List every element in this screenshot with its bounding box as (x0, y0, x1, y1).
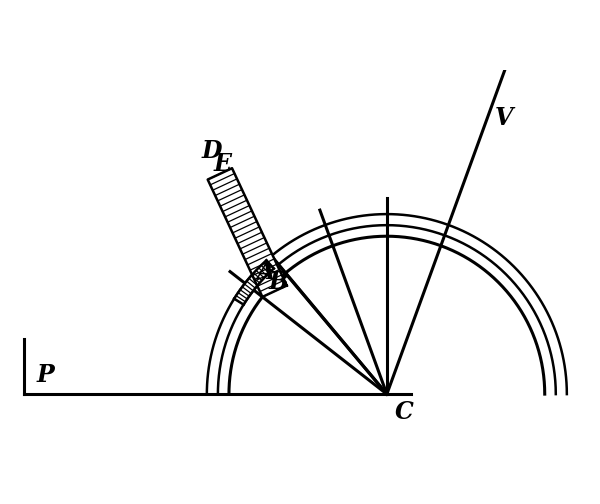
Polygon shape (208, 168, 287, 297)
Text: C: C (395, 400, 413, 424)
Text: A: A (257, 260, 275, 284)
Polygon shape (234, 261, 274, 304)
Text: E: E (214, 152, 232, 176)
Text: P: P (37, 363, 54, 387)
Text: B: B (269, 270, 289, 294)
Text: V: V (495, 106, 514, 130)
Text: D: D (202, 140, 223, 163)
